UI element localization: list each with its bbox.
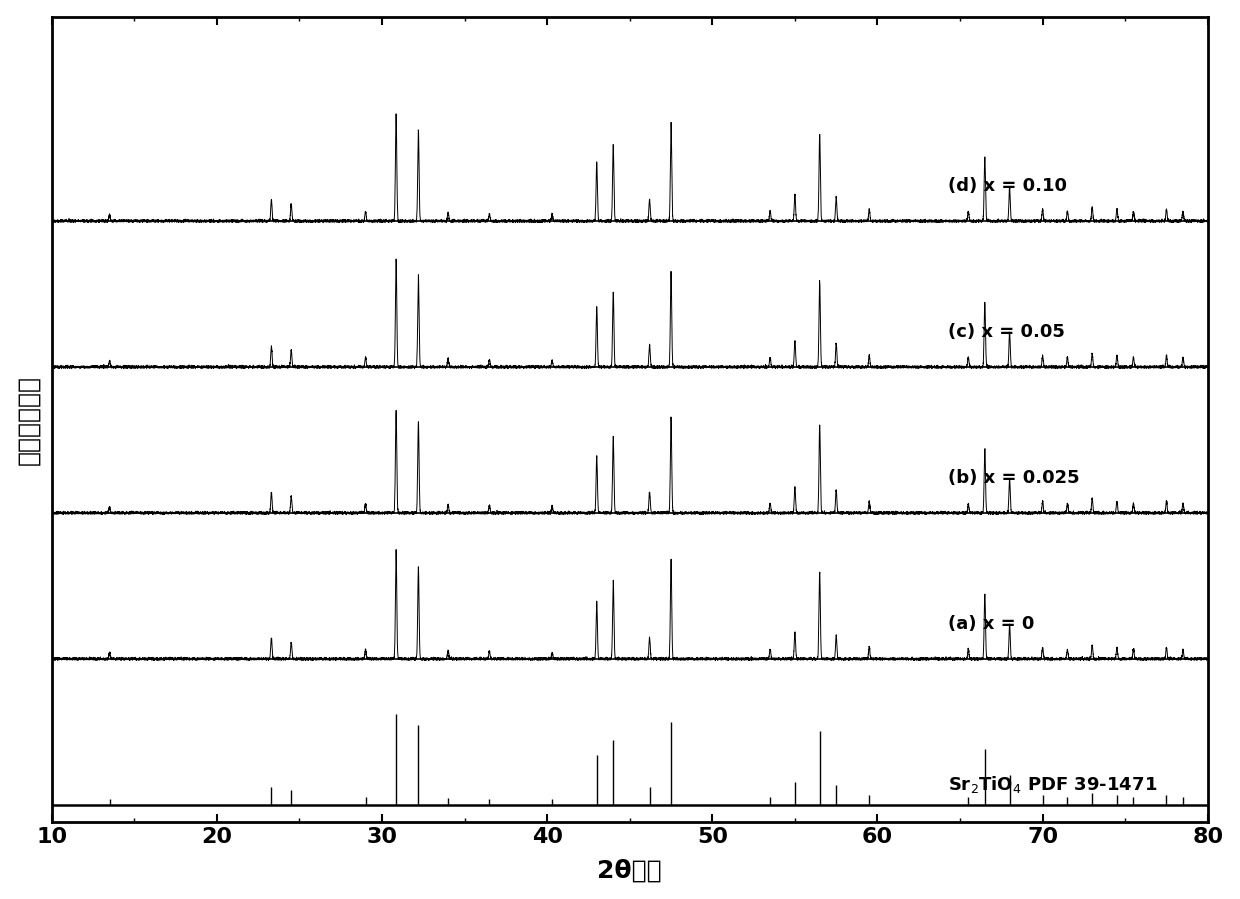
Text: (a) x = 0: (a) x = 0 bbox=[949, 615, 1035, 633]
Text: Sr$_2$TiO$_4$ PDF 39-1471: Sr$_2$TiO$_4$ PDF 39-1471 bbox=[949, 774, 1158, 795]
Text: (b) x = 0.025: (b) x = 0.025 bbox=[949, 468, 1080, 486]
Text: (c) x = 0.05: (c) x = 0.05 bbox=[949, 323, 1065, 341]
Y-axis label: 相对衍射强度: 相对衍射强度 bbox=[16, 375, 41, 465]
Text: (d) x = 0.10: (d) x = 0.10 bbox=[949, 177, 1068, 195]
X-axis label: 2θ角度: 2θ角度 bbox=[598, 859, 662, 882]
